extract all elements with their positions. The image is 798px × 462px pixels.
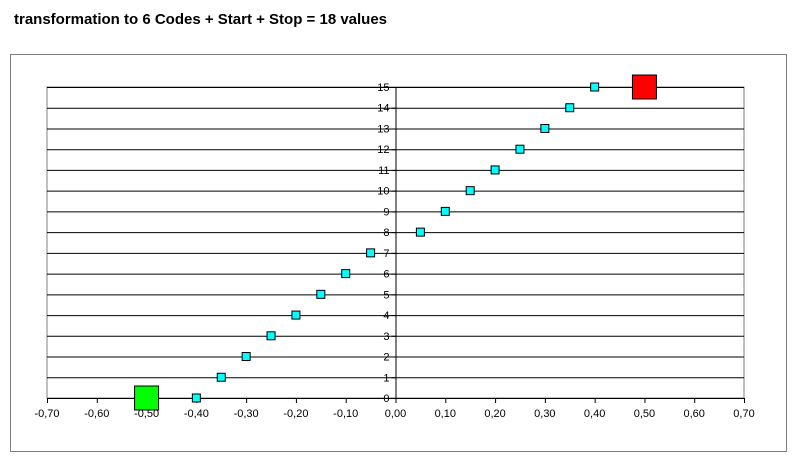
x-tick-label: 0,40 — [584, 408, 605, 420]
x-tick-label: 0,70 — [733, 408, 754, 420]
y-tick-label: 4 — [383, 310, 389, 322]
y-tick-label: 15 — [377, 82, 389, 94]
y-tick-label: 3 — [383, 331, 389, 343]
data-point — [515, 144, 525, 154]
data-point — [540, 123, 550, 133]
y-tick-label: 6 — [383, 269, 389, 281]
data-point — [565, 103, 575, 113]
data-point — [191, 393, 201, 403]
x-tick-label: 0,50 — [634, 408, 655, 420]
data-point — [465, 186, 475, 196]
data-point — [490, 165, 500, 175]
x-tick-label: -0,70 — [34, 408, 59, 420]
large-square-marker — [134, 385, 160, 411]
x-tick-label: -0,30 — [234, 408, 259, 420]
x-tick-label: -0,60 — [84, 408, 109, 420]
data-point — [291, 310, 301, 320]
data-point — [415, 227, 425, 237]
data-point — [216, 372, 226, 382]
data-point — [316, 289, 326, 299]
y-tick-label: 12 — [377, 144, 389, 156]
data-point — [366, 248, 376, 258]
data-point — [241, 352, 251, 362]
y-tick-label: 1 — [383, 372, 389, 384]
x-tick-label: -0,10 — [333, 408, 358, 420]
x-tick-label: 0,10 — [435, 408, 456, 420]
x-tick-label: 0,00 — [385, 408, 406, 420]
x-tick-label: -0,20 — [283, 408, 308, 420]
y-tick-label: 8 — [383, 227, 389, 239]
y-tick-label: 5 — [383, 289, 389, 301]
y-tick-label: 11 — [378, 165, 389, 177]
y-tick-label: 13 — [377, 123, 389, 135]
large-square-marker — [631, 74, 657, 100]
y-tick-label: 2 — [383, 352, 389, 364]
x-tick-label: 0,30 — [534, 408, 555, 420]
y-tick-label: 10 — [377, 186, 389, 198]
y-tick-label: 0 — [383, 393, 389, 405]
data-point — [266, 331, 276, 341]
y-tick-label: 7 — [383, 248, 389, 260]
data-point — [341, 269, 351, 279]
data-point — [440, 206, 450, 216]
x-tick-label: -0,40 — [184, 408, 209, 420]
x-tick-label: 0,60 — [684, 408, 705, 420]
y-tick-label: 9 — [383, 206, 389, 218]
x-tick-label: -0,50 — [134, 408, 159, 420]
data-point — [590, 82, 600, 92]
y-tick-label: 14 — [377, 103, 389, 115]
chart-title: transformation to 6 Codes + Start + Stop… — [14, 11, 388, 28]
x-tick-label: 0,20 — [484, 408, 505, 420]
